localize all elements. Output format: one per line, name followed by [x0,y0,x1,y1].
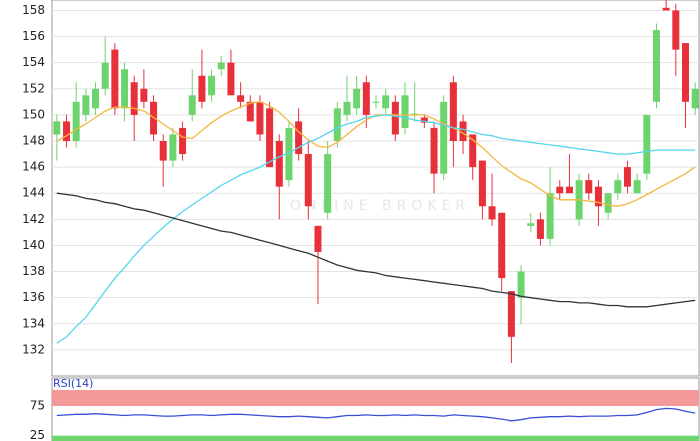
candle-body [565,186,573,194]
candle-body [623,167,631,187]
candle-body [169,134,177,161]
y-tick-label: 134 [22,316,45,330]
candle-body [53,121,61,135]
candle-body [130,82,138,115]
y-tick-label: 152 [22,81,45,95]
y-tick-label: 148 [22,134,45,148]
rsi-tick-label: 75 [30,399,45,413]
candle-body [208,75,216,96]
candle-body [546,193,554,239]
candle-body [372,101,380,103]
rsi-label: RSI(14) [53,377,93,390]
candle-body [662,7,670,11]
moving-average [56,114,696,344]
candle-body [681,43,689,102]
y-tick-label: 156 [22,29,45,43]
candle-body [140,88,148,102]
candle-body [411,113,419,115]
y-tick-label: 146 [22,160,45,174]
candle-body [478,160,486,207]
candle-body [488,206,496,220]
rsi-panel [51,377,700,441]
candle-body [92,88,100,109]
candle-body [391,101,399,135]
y-tick-label: 158 [22,3,45,17]
rsi-oversold-band [52,435,699,441]
candle-body [353,88,361,109]
candle-body [498,212,506,279]
candle-body [304,154,312,207]
candle-body [585,180,593,194]
candle-body [188,95,196,115]
rsi-line [56,407,696,422]
candle-body [556,186,564,194]
candle-body [324,154,332,213]
candle-body [594,186,602,207]
candle-body [266,108,274,168]
candle-body [382,95,390,109]
candle-body [159,141,167,161]
y-tick-label: 144 [22,186,45,200]
candle-body [633,180,641,194]
candle-body [314,225,322,252]
candle-body [82,95,90,115]
candle-body [256,101,264,135]
candle-body [691,88,699,109]
y-tick-label: 154 [22,55,45,69]
candle-body [672,10,680,50]
candle-body [440,101,448,174]
rsi-plot [52,390,699,441]
candle-body [285,127,293,181]
candle-body [217,62,225,70]
candle-body [430,127,438,174]
y-tick-label: 132 [22,342,45,356]
candle-body [63,121,71,141]
candle-body [111,49,119,109]
price-panel [51,0,700,377]
y-tick-label: 150 [22,107,45,121]
candle-body [343,101,351,115]
candle-body [643,114,651,174]
y-tick-label: 140 [22,238,45,252]
rsi-tick-label: 25 [30,428,45,441]
candle-body [237,95,245,102]
candle-body [72,101,80,141]
y-tick-label: 136 [22,290,45,304]
candle-body [469,134,477,168]
candle-body [295,121,303,155]
candle-body [459,121,467,141]
candle-body [198,75,206,102]
moving-average [56,192,696,308]
candle-body [101,62,109,89]
candle-body [227,62,235,96]
candle-body [121,69,129,109]
candle-body [401,95,409,128]
moving-average [56,101,696,207]
candle-body [449,82,457,141]
candle-body [527,223,535,226]
candle-body [614,180,622,194]
candle-body [275,141,283,187]
y-tick-label: 142 [22,212,45,226]
candle-body [246,101,254,122]
candle-body [507,291,515,337]
candle-body [536,219,544,239]
candle-body [420,117,428,123]
watermark: ONLINE BROKER [290,198,470,214]
candle-body [362,82,370,115]
candle-body [517,271,525,298]
rsi-overbought-band [52,390,699,407]
price-plot [52,0,699,363]
candle-body [179,127,187,155]
candle-body [652,30,660,102]
candle-body [604,193,612,213]
candle-body [333,108,341,141]
y-tick-label: 138 [22,264,45,278]
